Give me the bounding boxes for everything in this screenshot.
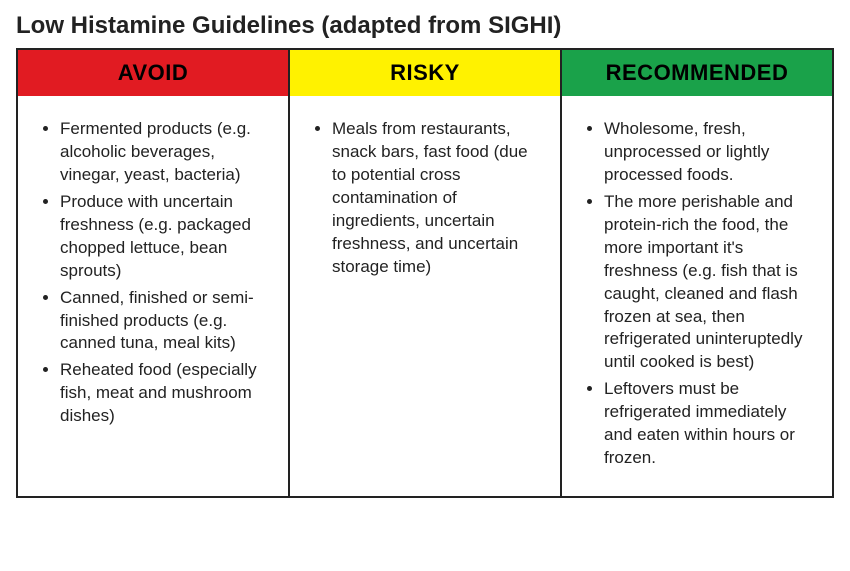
column-recommended-list: Wholesome, fresh, unprocessed or lightly… <box>590 118 810 470</box>
list-item: Leftovers must be refrigerated immediate… <box>604 378 810 470</box>
column-recommended: RECOMMENDED Wholesome, fresh, unprocesse… <box>560 50 832 496</box>
column-recommended-header: RECOMMENDED <box>562 50 832 96</box>
list-item: Meals from restaurants, snack bars, fast… <box>332 118 538 279</box>
list-item: Wholesome, fresh, unprocessed or lightly… <box>604 118 810 187</box>
column-avoid-body: Fermented products (e.g. alcoholic bever… <box>18 96 288 496</box>
column-avoid-list: Fermented products (e.g. alcoholic bever… <box>46 118 266 428</box>
column-risky: RISKY Meals from restaurants, snack bars… <box>288 50 560 496</box>
list-item: Canned, finished or semi-finished produc… <box>60 287 266 356</box>
column-risky-header: RISKY <box>290 50 560 96</box>
list-item: Fermented products (e.g. alcoholic bever… <box>60 118 266 187</box>
column-avoid-header: AVOID <box>18 50 288 96</box>
list-item: Produce with uncertain freshness (e.g. p… <box>60 191 266 283</box>
list-item: Reheated food (especially fish, meat and… <box>60 359 266 428</box>
list-item: The more perishable and protein-rich the… <box>604 191 810 375</box>
column-avoid: AVOID Fermented products (e.g. alcoholic… <box>18 50 288 496</box>
guidelines-table: AVOID Fermented products (e.g. alcoholic… <box>16 48 834 498</box>
column-risky-body: Meals from restaurants, snack bars, fast… <box>290 96 560 496</box>
column-risky-list: Meals from restaurants, snack bars, fast… <box>318 118 538 279</box>
column-recommended-body: Wholesome, fresh, unprocessed or lightly… <box>562 96 832 496</box>
page-title: Low Histamine Guidelines (adapted from S… <box>16 12 834 40</box>
